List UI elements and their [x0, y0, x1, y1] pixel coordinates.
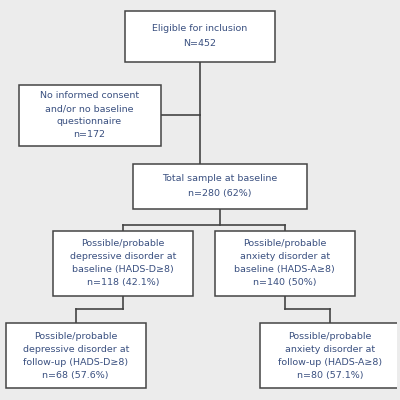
Text: and/or no baseline: and/or no baseline: [45, 104, 134, 113]
Text: anxiety disorder at: anxiety disorder at: [240, 252, 330, 261]
Text: n=280 (62%): n=280 (62%): [188, 189, 252, 198]
Text: depressive disorder at: depressive disorder at: [22, 345, 129, 354]
Text: n=140 (50%): n=140 (50%): [253, 278, 316, 287]
FancyBboxPatch shape: [18, 85, 160, 146]
Text: baseline (HADS-A≥8): baseline (HADS-A≥8): [234, 265, 335, 274]
Text: Possible/probable: Possible/probable: [288, 332, 372, 341]
Text: Eligible for inclusion: Eligible for inclusion: [152, 24, 248, 33]
Text: No informed consent: No informed consent: [40, 91, 139, 100]
Text: n=118 (42.1%): n=118 (42.1%): [87, 278, 159, 287]
Text: n=68 (57.6%): n=68 (57.6%): [42, 371, 109, 380]
Text: n=80 (57.1%): n=80 (57.1%): [297, 371, 364, 380]
Text: depressive disorder at: depressive disorder at: [70, 252, 176, 261]
Text: baseline (HADS-D≥8): baseline (HADS-D≥8): [72, 265, 174, 274]
Text: Possible/probable: Possible/probable: [243, 239, 326, 248]
Text: Possible/probable: Possible/probable: [81, 239, 165, 248]
FancyBboxPatch shape: [125, 11, 275, 62]
Text: anxiety disorder at: anxiety disorder at: [285, 345, 375, 354]
Text: follow-up (HADS-A≥8): follow-up (HADS-A≥8): [278, 358, 382, 367]
Text: N=452: N=452: [184, 39, 216, 48]
Text: Possible/probable: Possible/probable: [34, 332, 118, 341]
FancyBboxPatch shape: [6, 323, 146, 388]
Text: Total sample at baseline: Total sample at baseline: [162, 174, 277, 183]
FancyBboxPatch shape: [53, 230, 193, 296]
FancyBboxPatch shape: [133, 164, 306, 209]
Text: n=172: n=172: [74, 130, 106, 139]
FancyBboxPatch shape: [215, 230, 355, 296]
FancyBboxPatch shape: [260, 323, 400, 388]
Text: questionnaire: questionnaire: [57, 117, 122, 126]
Text: follow-up (HADS-D≥8): follow-up (HADS-D≥8): [23, 358, 128, 367]
